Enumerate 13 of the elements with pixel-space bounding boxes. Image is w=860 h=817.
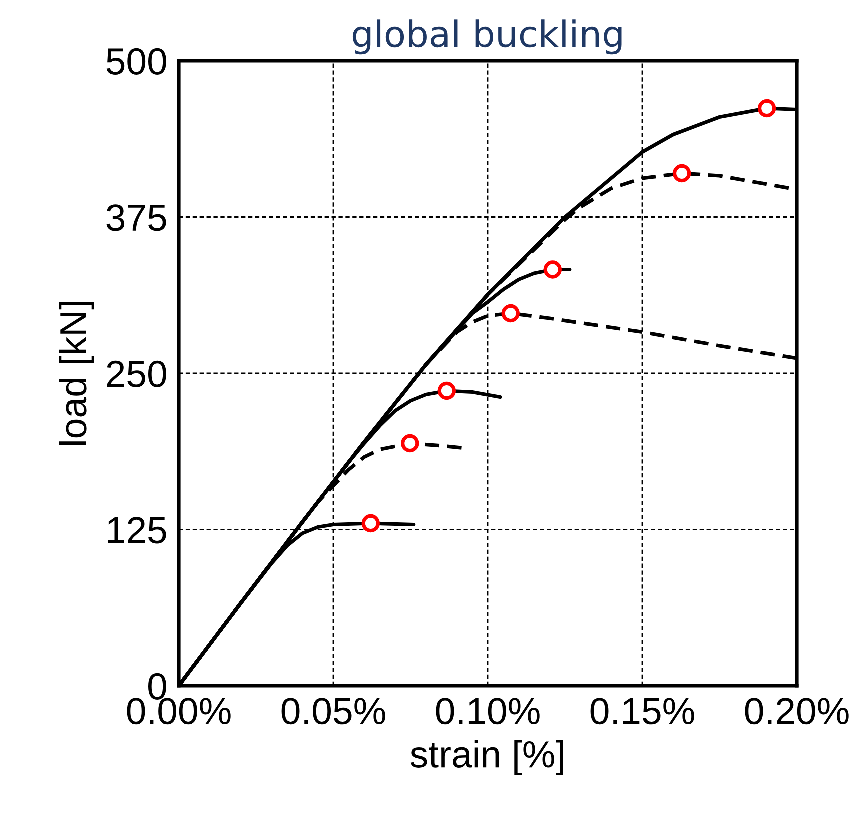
y-tick-label: 375 — [106, 204, 166, 232]
y-tick-label: 250 — [107, 360, 166, 388]
y-tick-label: 0 — [148, 673, 166, 700]
x-tick-label: 0.05% — [282, 698, 386, 725]
y-tick-label: 500 — [106, 48, 166, 75]
x-tick-label: 0.10% — [436, 698, 540, 725]
y-axis-title: load [kN] — [59, 302, 94, 445]
x-axis-title: strain [%] — [410, 740, 564, 776]
x-tick-label: 0.20% — [745, 698, 849, 725]
x-tick-label: 0.00% — [127, 698, 231, 725]
y-tick-label: 125 — [108, 517, 166, 544]
x-tick-label: 0.15% — [590, 698, 694, 725]
chart-title: global buckling — [352, 20, 622, 55]
